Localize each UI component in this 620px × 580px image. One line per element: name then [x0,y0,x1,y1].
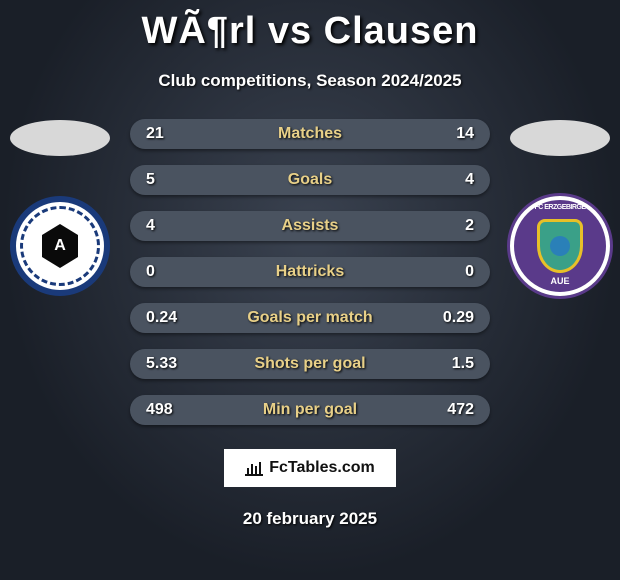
right-player-column: FC ERZGEBIRGE AUE [510,120,610,296]
stat-left-value: 21 [146,125,186,143]
brand-badge[interactable]: FcTables.com [224,449,396,487]
left-team-crest: A [10,196,110,296]
right-team-crest: FC ERZGEBIRGE AUE [510,196,610,296]
stat-right-value: 2 [434,217,474,235]
stats-table: 21 Matches 14 5 Goals 4 4 Assists 2 0 Ha… [130,119,490,425]
brand-text: FcTables.com [269,459,375,477]
left-player-column: A [10,120,110,296]
crest-bottom-text: AUE [514,276,606,286]
page-subtitle: Club competitions, Season 2024/2025 [0,71,620,91]
stat-row: 5.33 Shots per goal 1.5 [130,349,490,379]
stat-left-value: 4 [146,217,186,235]
crest-top-text: FC ERZGEBIRGE [514,204,606,211]
stat-row: 4 Assists 2 [130,211,490,241]
stat-row: 5 Goals 4 [130,165,490,195]
crest-letter: A [54,237,66,255]
stat-left-value: 498 [146,401,186,419]
stat-row: 0.24 Goals per match 0.29 [130,303,490,333]
stat-right-value: 0.29 [434,309,474,327]
footer-date: 20 february 2025 [0,509,620,529]
stat-left-value: 5 [146,171,186,189]
stat-right-value: 1.5 [434,355,474,373]
page-title: WÃ¶rl vs Clausen [0,0,620,53]
right-shoulder-shape [510,120,610,156]
chart-icon [245,460,263,476]
stat-row: 21 Matches 14 [130,119,490,149]
stat-left-value: 5.33 [146,355,186,373]
crest-inner-shield [537,219,583,273]
stat-right-value: 0 [434,263,474,281]
stat-right-value: 4 [434,171,474,189]
stat-right-value: 14 [434,125,474,143]
left-shoulder-shape [10,120,110,156]
stat-row: 0 Hattricks 0 [130,257,490,287]
stat-row: 498 Min per goal 472 [130,395,490,425]
stat-left-value: 0.24 [146,309,186,327]
stat-left-value: 0 [146,263,186,281]
stat-right-value: 472 [434,401,474,419]
